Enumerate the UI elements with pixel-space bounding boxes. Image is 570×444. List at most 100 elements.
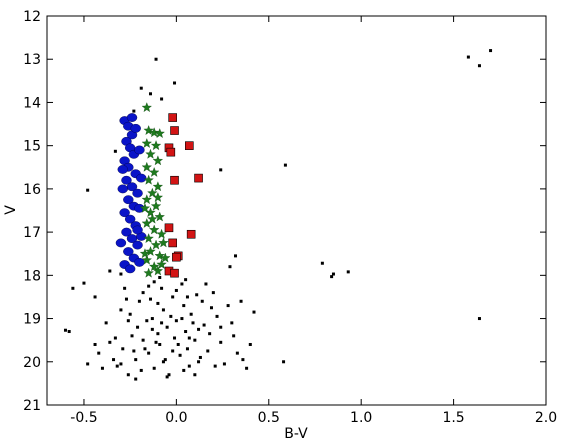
data-point-field-star xyxy=(152,280,156,284)
data-point-green-star xyxy=(152,265,164,276)
data-point-field-star xyxy=(219,168,223,172)
data-point-green-star xyxy=(158,237,169,248)
data-point-field-star xyxy=(232,334,236,338)
data-point-field-star xyxy=(185,295,189,299)
data-point-field-star xyxy=(113,149,117,153)
data-point-field-star xyxy=(148,297,152,301)
y-tick-label: 12 xyxy=(23,9,41,25)
data-point-field-star xyxy=(174,288,178,292)
data-point-field-star xyxy=(154,340,158,344)
data-point-field-star xyxy=(226,304,230,308)
data-point-field-star xyxy=(134,358,138,362)
data-point-field-star xyxy=(320,261,324,265)
data-point-red-square xyxy=(164,223,174,233)
data-point-field-star xyxy=(124,297,128,301)
data-point-field-star xyxy=(477,64,481,68)
x-tick-label: 0.5 xyxy=(258,410,280,426)
data-point-field-star xyxy=(128,312,132,316)
data-point-red-square xyxy=(166,147,176,157)
data-point-field-star xyxy=(234,254,238,258)
data-point-field-star xyxy=(82,281,86,285)
data-point-field-star xyxy=(156,332,160,336)
data-point-field-star xyxy=(158,342,162,346)
data-point-field-star xyxy=(200,299,204,303)
data-point-field-star xyxy=(182,368,186,372)
data-point-green-star xyxy=(149,167,160,177)
data-point-field-star xyxy=(219,325,223,329)
axis-ticks: -0.5 0.0 0.5 1.0 1.5 2.0 12 13 14 15 16 17 18 19 20 21 xyxy=(23,9,557,426)
data-point-blue-circle xyxy=(119,208,130,218)
data-point-green-star xyxy=(150,200,162,211)
data-point-field-star xyxy=(193,373,197,377)
data-point-field-star xyxy=(67,330,71,334)
data-point-field-star xyxy=(160,97,164,101)
data-point-field-star xyxy=(163,358,167,362)
data-point-field-star xyxy=(477,317,481,321)
data-point-blue-circle xyxy=(115,238,127,248)
data-point-green-star xyxy=(143,267,154,278)
data-point-field-star xyxy=(241,358,245,362)
y-tick-label: 20 xyxy=(23,355,41,371)
data-point-field-star xyxy=(63,328,67,332)
data-point-blue-circle xyxy=(121,175,132,185)
data-point-field-star xyxy=(173,81,177,85)
data-point-field-star xyxy=(86,362,90,366)
data-point-field-star xyxy=(132,349,136,353)
data-point-field-star xyxy=(189,312,193,316)
data-point-field-star xyxy=(143,347,147,351)
data-point-field-star xyxy=(139,368,143,372)
data-point-field-star xyxy=(119,272,123,276)
data-point-field-star xyxy=(235,351,239,355)
y-tick-label: 17 xyxy=(23,225,41,241)
data-point-field-star xyxy=(195,293,199,297)
data-point-blue-circle xyxy=(123,247,134,256)
data-point-green-star xyxy=(145,148,156,159)
data-point-field-star xyxy=(137,299,141,303)
data-point-green-star xyxy=(141,194,152,205)
data-point-field-star xyxy=(239,299,243,303)
plot-frame xyxy=(46,15,547,406)
data-point-field-star xyxy=(180,317,184,321)
data-point-red-square xyxy=(170,268,179,278)
data-point-field-star xyxy=(204,282,208,286)
data-marks xyxy=(63,49,493,381)
data-point-field-star xyxy=(176,342,180,346)
data-point-green-star xyxy=(141,138,152,148)
data-point-field-star xyxy=(171,349,175,353)
data-point-blue-circle xyxy=(134,145,145,155)
data-point-field-star xyxy=(139,86,143,90)
data-point-red-square xyxy=(170,126,179,135)
data-point-field-star xyxy=(126,373,130,377)
data-point-field-star xyxy=(331,272,335,276)
data-point-field-star xyxy=(489,49,493,53)
data-point-blue-circle xyxy=(130,123,141,133)
data-point-field-star xyxy=(245,366,249,370)
data-point-blue-circle xyxy=(136,173,147,183)
y-axis-label: V xyxy=(3,205,19,215)
y-tick-label: 18 xyxy=(23,268,41,284)
data-point-blue-circle xyxy=(121,227,132,237)
y-tick-label: 21 xyxy=(23,398,41,414)
data-point-field-star xyxy=(156,301,160,305)
data-point-blue-circle xyxy=(126,113,138,122)
x-tick-label: -0.5 xyxy=(70,410,97,426)
data-point-field-star xyxy=(215,314,219,318)
data-point-field-star xyxy=(219,340,223,344)
data-point-field-star xyxy=(86,188,90,192)
data-point-green-star xyxy=(141,254,152,265)
data-point-field-star xyxy=(211,291,215,295)
data-point-field-star xyxy=(119,362,123,366)
data-point-field-star xyxy=(213,364,217,368)
x-tick-label: 2.0 xyxy=(535,410,557,426)
data-point-field-star xyxy=(208,332,212,336)
data-point-green-star xyxy=(160,252,171,263)
y-tick-label: 14 xyxy=(23,95,41,111)
data-point-field-star xyxy=(100,366,104,370)
data-point-field-star xyxy=(173,336,177,340)
data-point-field-star xyxy=(161,308,165,312)
data-point-blue-circle xyxy=(124,264,136,274)
data-point-field-star xyxy=(93,295,97,299)
data-point-field-star xyxy=(150,317,154,321)
data-point-blue-circle xyxy=(123,195,134,205)
data-point-field-star xyxy=(160,321,164,325)
